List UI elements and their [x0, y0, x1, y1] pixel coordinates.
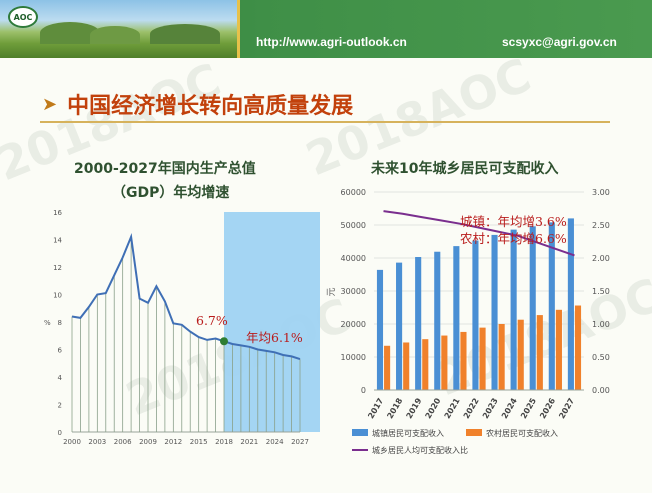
gdp-y-tick-label: 0 [58, 429, 62, 437]
hill-shape [150, 24, 220, 44]
header-banner: AOC http://www.agri-outlook.cn scsyxc@ag… [0, 0, 652, 58]
urban-income-bar [434, 251, 441, 390]
income-y-right-tick-label: 1.50 [592, 287, 610, 296]
rural-income-bar [384, 345, 391, 390]
legend-urban-label: 城镇居民可支配收入 [372, 428, 444, 438]
rural-income-bar [422, 339, 429, 390]
aoc-logo: AOC [8, 6, 38, 28]
gdp-y-tick-label: 16 [53, 209, 62, 217]
gdp-y-tick-label: 12 [53, 264, 62, 272]
rural-income-bar [536, 315, 543, 390]
legend-rural-label: 农村居民可支配收入 [486, 428, 558, 438]
slide-title-row: ➤ 中国经济增长转向高质量发展 [42, 88, 353, 120]
gdp-y-tick-label: 2 [58, 402, 62, 410]
gdp-y-tick-label: 4 [58, 374, 63, 382]
income-y-right-tick-label: 1.00 [592, 320, 610, 329]
gdp-y-tick-label: 14 [53, 237, 62, 245]
gdp-x-tick-label: 2018 [215, 438, 233, 446]
gdp-x-tick-label: 2027 [291, 438, 309, 446]
gdp-chart-title-line2: （GDP）年均增速 [112, 185, 230, 201]
rural-income-bar [479, 327, 486, 390]
legend-urban-swatch [352, 429, 368, 436]
urban-income-bar [415, 257, 422, 390]
income-y-left-tick-label: 0 [361, 386, 366, 395]
income-x-tick-label: 2027 [557, 397, 576, 421]
income-x-tick-label: 2021 [443, 396, 462, 420]
urban-income-bar [472, 240, 479, 390]
hill-shape [40, 22, 100, 44]
gdp-y-tick-label: 10 [53, 292, 62, 300]
income-x-tick-label: 2022 [462, 397, 481, 421]
income-x-tick-label: 2020 [424, 396, 443, 420]
gdp-x-tick-label: 2021 [240, 438, 258, 446]
slide-title: 中国经济增长转向高质量发展 [67, 94, 354, 119]
legend-ratio-label: 城乡居民人均可支配收入比 [372, 445, 468, 455]
income-annotation-urban: 城镇：年均增3.6% [460, 214, 567, 229]
gdp-y-tick-label: 6 [58, 347, 63, 355]
gdp-x-tick-label: 2009 [139, 438, 157, 446]
urban-income-bar [376, 269, 384, 390]
income-y-right-tick-label: 2.50 [592, 221, 610, 230]
income-x-tick-label: 2018 [385, 396, 404, 420]
header-email[interactable]: scsyxc@agri.gov.cn [502, 35, 617, 49]
gdp-y-tick-label: 8 [58, 319, 62, 327]
income-x-tick-label: 2026 [538, 396, 557, 420]
gdp-y-axis-label: % [44, 319, 51, 327]
income-x-tick-label: 2025 [519, 396, 538, 420]
header-url[interactable]: http://www.agri-outlook.cn [256, 35, 407, 49]
urban-income-bar [396, 262, 403, 390]
title-divider [40, 121, 610, 123]
income-x-tick-label: 2019 [405, 396, 424, 420]
rural-income-bar [460, 331, 467, 390]
urban-income-bar [567, 218, 574, 390]
income-chart-title: 未来10年城乡居民可支配收入 [371, 161, 559, 177]
urban-income-bar [548, 222, 555, 390]
income-y-left-axis-label: 元 [327, 287, 337, 296]
income-y-left-tick-label: 30000 [341, 287, 366, 296]
income-x-tick-label: 2023 [481, 397, 500, 421]
income-y-right-tick-label: 3.00 [592, 188, 610, 197]
gdp-x-tick-label: 2024 [266, 438, 284, 446]
legend-rural-swatch [466, 429, 482, 436]
gdp-x-tick-label: 2000 [63, 438, 81, 446]
rural-income-bar [555, 309, 562, 390]
urban-income-bar [510, 229, 517, 390]
income-x-tick-label: 2024 [500, 396, 519, 420]
rural-income-bar [498, 324, 505, 390]
income-annotation-rural: 农村：年均增6.6% [460, 231, 567, 246]
gdp-growth-line [71, 232, 301, 361]
income-ratio-line [383, 210, 575, 257]
income-y-left-tick-label: 10000 [341, 353, 366, 362]
logo-landscape-image: AOC [0, 0, 240, 58]
income-y-left-tick-label: 60000 [341, 188, 366, 197]
rural-income-bar [517, 319, 524, 390]
income-y-left-tick-label: 20000 [341, 320, 366, 329]
gdp-x-tick-label: 2006 [114, 438, 132, 446]
urban-income-bar [453, 246, 460, 390]
income-x-tick-label: 2017 [366, 397, 385, 421]
rural-income-bar [574, 305, 582, 390]
rural-income-bar [403, 342, 410, 390]
income-y-right-tick-label: 2.00 [592, 254, 610, 263]
gdp-x-tick-label: 2015 [190, 438, 208, 446]
income-y-left-tick-label: 50000 [341, 221, 366, 230]
income-y-right-tick-label: 0.00 [592, 386, 610, 395]
hill-shape [90, 26, 140, 44]
bullet-arrow-icon: ➤ [42, 93, 58, 115]
urban-income-bar [491, 234, 498, 390]
income-y-right-tick-label: 0.50 [592, 353, 610, 362]
gdp-annotation-average: 年均6.1% [246, 330, 303, 345]
rural-income-bar [441, 335, 448, 390]
logo-text: AOC [13, 12, 33, 22]
forecast-band [224, 212, 320, 432]
gdp-annotation-2018: 6.7% [196, 313, 228, 328]
income-y-left-tick-label: 40000 [341, 254, 366, 263]
gdp-highlight-point [220, 337, 228, 346]
gdp-chart-title-line1: 2000-2027年国内生产总值 [74, 161, 256, 177]
gdp-x-tick-label: 2003 [88, 438, 106, 446]
urban-income-bar [529, 226, 536, 390]
gdp-x-tick-label: 2012 [164, 438, 182, 446]
